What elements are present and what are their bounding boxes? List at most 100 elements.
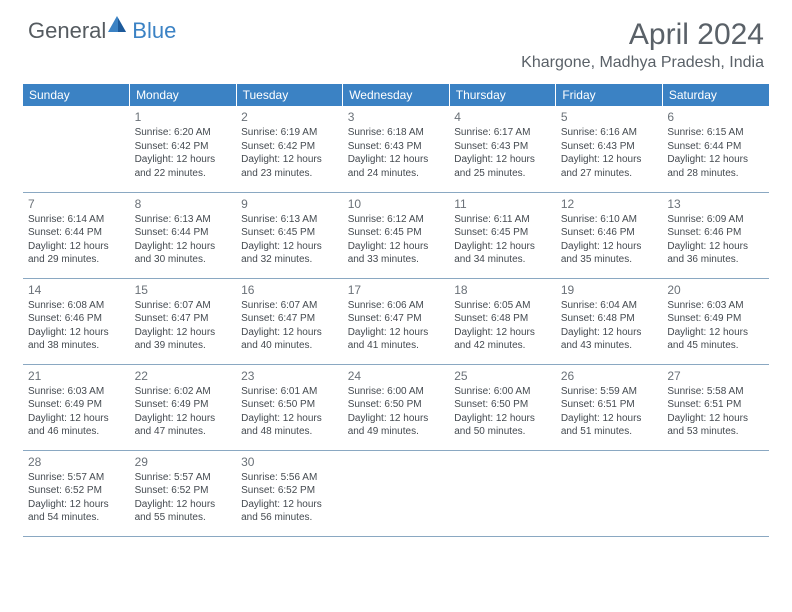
calendar-cell: 19Sunrise: 6:04 AMSunset: 6:48 PMDayligh… (556, 278, 663, 364)
weekday-header: Friday (556, 84, 663, 106)
calendar-table: Sunday Monday Tuesday Wednesday Thursday… (23, 84, 769, 537)
cell-daylight2: and 35 minutes. (561, 253, 658, 267)
calendar-cell: 26Sunrise: 5:59 AMSunset: 6:51 PMDayligh… (556, 364, 663, 450)
page-header: General Blue April 2024 Khargone, Madhya… (0, 0, 792, 76)
day-number: 1 (135, 109, 232, 125)
cell-sunset: Sunset: 6:52 PM (28, 484, 125, 498)
cell-daylight2: and 47 minutes. (135, 425, 232, 439)
cell-daylight2: and 55 minutes. (135, 511, 232, 525)
cell-sunset: Sunset: 6:52 PM (135, 484, 232, 498)
cell-daylight1: Daylight: 12 hours (241, 498, 338, 512)
cell-sunset: Sunset: 6:44 PM (28, 226, 125, 240)
cell-daylight2: and 54 minutes. (28, 511, 125, 525)
cell-sunrise: Sunrise: 6:06 AM (348, 299, 445, 313)
cell-daylight2: and 51 minutes. (561, 425, 658, 439)
calendar-cell (662, 450, 769, 536)
cell-sunset: Sunset: 6:47 PM (135, 312, 232, 326)
day-number: 16 (241, 282, 338, 298)
cell-sunrise: Sunrise: 6:09 AM (667, 213, 764, 227)
cell-daylight1: Daylight: 12 hours (135, 498, 232, 512)
day-number: 12 (561, 196, 658, 212)
calendar-cell: 16Sunrise: 6:07 AMSunset: 6:47 PMDayligh… (236, 278, 343, 364)
cell-daylight1: Daylight: 12 hours (561, 153, 658, 167)
cell-sunrise: Sunrise: 6:08 AM (28, 299, 125, 313)
day-number: 27 (667, 368, 764, 384)
cell-daylight1: Daylight: 12 hours (241, 326, 338, 340)
calendar-cell: 21Sunrise: 6:03 AMSunset: 6:49 PMDayligh… (23, 364, 130, 450)
cell-sunset: Sunset: 6:47 PM (348, 312, 445, 326)
weekday-header: Sunday (23, 84, 130, 106)
calendar-cell: 24Sunrise: 6:00 AMSunset: 6:50 PMDayligh… (343, 364, 450, 450)
cell-daylight2: and 34 minutes. (454, 253, 551, 267)
cell-sunset: Sunset: 6:45 PM (348, 226, 445, 240)
cell-sunrise: Sunrise: 6:10 AM (561, 213, 658, 227)
weekday-header: Monday (130, 84, 237, 106)
calendar-cell: 23Sunrise: 6:01 AMSunset: 6:50 PMDayligh… (236, 364, 343, 450)
calendar-row: 28Sunrise: 5:57 AMSunset: 6:52 PMDayligh… (23, 450, 769, 536)
cell-daylight1: Daylight: 12 hours (28, 240, 125, 254)
cell-sunset: Sunset: 6:42 PM (241, 140, 338, 154)
cell-sunrise: Sunrise: 6:11 AM (454, 213, 551, 227)
calendar-cell: 27Sunrise: 5:58 AMSunset: 6:51 PMDayligh… (662, 364, 769, 450)
day-number: 22 (135, 368, 232, 384)
calendar-cell: 11Sunrise: 6:11 AMSunset: 6:45 PMDayligh… (449, 192, 556, 278)
calendar-row: 21Sunrise: 6:03 AMSunset: 6:49 PMDayligh… (23, 364, 769, 450)
month-title: April 2024 (521, 18, 764, 52)
cell-sunrise: Sunrise: 6:15 AM (667, 126, 764, 140)
cell-sunset: Sunset: 6:46 PM (667, 226, 764, 240)
cell-daylight1: Daylight: 12 hours (348, 326, 445, 340)
calendar-row: 14Sunrise: 6:08 AMSunset: 6:46 PMDayligh… (23, 278, 769, 364)
cell-daylight1: Daylight: 12 hours (135, 240, 232, 254)
location-text: Khargone, Madhya Pradesh, India (521, 54, 764, 72)
day-number: 19 (561, 282, 658, 298)
day-number: 10 (348, 196, 445, 212)
cell-sunrise: Sunrise: 5:56 AM (241, 471, 338, 485)
calendar-cell: 2Sunrise: 6:19 AMSunset: 6:42 PMDaylight… (236, 106, 343, 192)
day-number: 30 (241, 454, 338, 470)
cell-daylight1: Daylight: 12 hours (348, 412, 445, 426)
cell-sunrise: Sunrise: 6:16 AM (561, 126, 658, 140)
cell-sunrise: Sunrise: 6:17 AM (454, 126, 551, 140)
cell-daylight1: Daylight: 12 hours (135, 326, 232, 340)
calendar-cell: 9Sunrise: 6:13 AMSunset: 6:45 PMDaylight… (236, 192, 343, 278)
cell-daylight2: and 53 minutes. (667, 425, 764, 439)
cell-daylight1: Daylight: 12 hours (454, 412, 551, 426)
cell-daylight2: and 56 minutes. (241, 511, 338, 525)
cell-sunset: Sunset: 6:45 PM (241, 226, 338, 240)
cell-daylight2: and 39 minutes. (135, 339, 232, 353)
logo-sail-icon (108, 16, 130, 34)
cell-daylight2: and 33 minutes. (348, 253, 445, 267)
cell-daylight2: and 43 minutes. (561, 339, 658, 353)
cell-daylight1: Daylight: 12 hours (454, 240, 551, 254)
calendar-cell (556, 450, 663, 536)
day-number: 13 (667, 196, 764, 212)
calendar-cell: 3Sunrise: 6:18 AMSunset: 6:43 PMDaylight… (343, 106, 450, 192)
cell-sunset: Sunset: 6:45 PM (454, 226, 551, 240)
day-number: 17 (348, 282, 445, 298)
day-number: 7 (28, 196, 125, 212)
cell-daylight1: Daylight: 12 hours (348, 240, 445, 254)
cell-daylight1: Daylight: 12 hours (241, 240, 338, 254)
cell-daylight1: Daylight: 12 hours (28, 326, 125, 340)
calendar-cell: 12Sunrise: 6:10 AMSunset: 6:46 PMDayligh… (556, 192, 663, 278)
logo: General Blue (28, 18, 176, 44)
calendar-cell (343, 450, 450, 536)
cell-daylight2: and 23 minutes. (241, 167, 338, 181)
calendar-cell: 8Sunrise: 6:13 AMSunset: 6:44 PMDaylight… (130, 192, 237, 278)
day-number: 3 (348, 109, 445, 125)
cell-sunrise: Sunrise: 5:59 AM (561, 385, 658, 399)
day-number: 15 (135, 282, 232, 298)
cell-sunrise: Sunrise: 6:01 AM (241, 385, 338, 399)
weekday-header: Saturday (662, 84, 769, 106)
day-number: 4 (454, 109, 551, 125)
cell-daylight2: and 36 minutes. (667, 253, 764, 267)
calendar-cell: 10Sunrise: 6:12 AMSunset: 6:45 PMDayligh… (343, 192, 450, 278)
cell-sunset: Sunset: 6:49 PM (135, 398, 232, 412)
cell-sunrise: Sunrise: 6:00 AM (348, 385, 445, 399)
cell-sunset: Sunset: 6:51 PM (561, 398, 658, 412)
cell-sunset: Sunset: 6:44 PM (135, 226, 232, 240)
calendar-cell: 14Sunrise: 6:08 AMSunset: 6:46 PMDayligh… (23, 278, 130, 364)
cell-daylight1: Daylight: 12 hours (241, 153, 338, 167)
cell-daylight1: Daylight: 12 hours (667, 412, 764, 426)
cell-sunset: Sunset: 6:50 PM (454, 398, 551, 412)
